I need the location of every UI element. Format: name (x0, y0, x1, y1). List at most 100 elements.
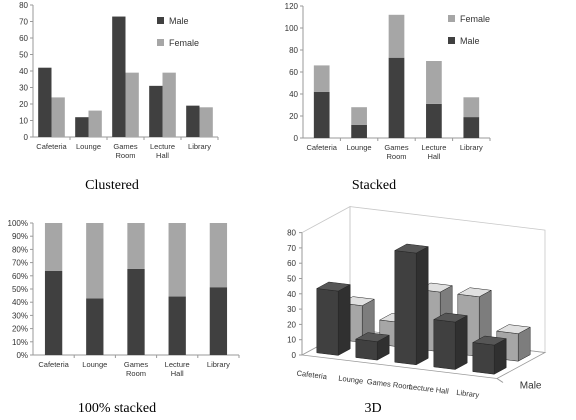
bar-male-library (186, 105, 200, 137)
x-tick-label-lecture-hall: Lecture Hall (408, 382, 449, 396)
legend-swatch-male (448, 37, 455, 44)
y-tick-label: 50% (12, 285, 28, 294)
bar-male-cafeteria-front (316, 288, 339, 356)
x-tick-label-library: Library (456, 388, 480, 400)
y-tick-label: 120 (285, 2, 299, 11)
legend-swatch-female (157, 39, 164, 46)
y-tick-label: 90% (12, 232, 28, 241)
bar-male-lecture-hall (168, 296, 186, 355)
y-tick-label: 20 (289, 112, 298, 121)
bar-female-library (463, 97, 480, 118)
percent-stacked-chart: 0% 10% 20% 30% 40% 50% 60% 70% 80% 90% 100% Cafeter… (8, 219, 240, 378)
bar-male-games-room (127, 268, 145, 355)
bar-male-lounge (86, 298, 104, 355)
x-tick-label-games-room-line-2: Room (115, 151, 135, 160)
bar-male-lounge (354, 332, 391, 361)
y-tick-label: 40 (287, 290, 296, 299)
bar-female-lecture-hall-top (456, 287, 493, 298)
x-tick-label-games-room-line-1: Games (124, 360, 148, 369)
bar-male-cafeteria-top (315, 281, 352, 292)
x-tick-label-lounge: Lounge (76, 142, 101, 151)
bar-female-games-room (127, 223, 145, 269)
y-tick-label: 70% (12, 259, 28, 268)
bar-male-lounge-top (354, 332, 391, 342)
bar-male-cafeteria (315, 281, 352, 356)
y-tick-label: 50 (19, 51, 28, 60)
bar-female-lounge (88, 110, 102, 137)
depth-axis-label: Male (520, 381, 542, 392)
x-tick-label-cafeteria: Cafeteria (306, 143, 337, 152)
y-tick-label: 20% (12, 325, 28, 334)
depth-tick-mark (496, 378, 504, 383)
caption-stacked: Stacked (352, 178, 396, 193)
y-tick-label: 60 (19, 34, 28, 43)
bar-female-cafeteria (44, 223, 63, 271)
bar-male-library (463, 117, 480, 138)
x-tick-label-games-room-line-2: Room (126, 369, 146, 378)
clustered-chart: 0 10 20 30 40 50 60 70 80 Cafeteria Lounge GamesRoo… (19, 1, 219, 160)
bar-male-cafeteria (44, 271, 63, 355)
bar-female-lecture-hall (426, 61, 442, 104)
x-tick-label-games-room-line-2: Room (386, 152, 406, 161)
x-tick-label-library: Library (188, 142, 211, 151)
bar-female-games-room (125, 72, 139, 137)
y-tick-label: 40 (19, 67, 28, 76)
y-tick-label: 20 (287, 320, 296, 329)
y-tick-label: 0 (294, 134, 299, 143)
x-tick-label-lecture-hall-line-2: Hall (171, 369, 184, 378)
legend-label-male: Male (169, 16, 189, 26)
bar-male-games-room-top (393, 243, 430, 254)
x-tick-label-library: Library (207, 360, 230, 369)
x-tick-label-lounge: Lounge (82, 360, 107, 369)
bar-male-library (471, 335, 508, 375)
bar-male-games-room (388, 57, 405, 139)
x-tick-label-lecture-hall-line-1: Lecture (150, 142, 175, 151)
y-tick-label: 80 (287, 229, 296, 238)
y-tick-label: 40% (12, 298, 28, 307)
x-tick-label-library: Library (460, 143, 483, 152)
y-tick-label: 0% (16, 351, 28, 360)
y-tick-label: 10 (19, 117, 28, 126)
y-tick-label: 30% (12, 311, 28, 320)
y-tick-label: 80% (12, 245, 28, 254)
y-tick-label: 70 (19, 18, 28, 27)
bar-female-games-room (388, 14, 405, 58)
y-tick-label: 0 (292, 351, 297, 360)
y-tick-label: 60 (289, 68, 298, 77)
caption-3d: 3D (364, 401, 381, 416)
legend-label-female: Female (169, 38, 199, 48)
y-tick-label: 80 (19, 1, 28, 10)
bar-male-games-room-side (415, 246, 429, 366)
bar-male-lounge (351, 124, 367, 138)
y-tick-label: 60 (287, 259, 296, 268)
bar-female-cafeteria (51, 97, 65, 137)
legend-swatch-male (157, 17, 164, 24)
y-tick-label: 80 (289, 46, 298, 55)
bar-male-library-top (471, 335, 508, 346)
bar-female-cafeteria (313, 65, 330, 92)
bar-male-lecture-hall-side (454, 315, 468, 370)
bar-male-lecture-hall (432, 312, 469, 370)
y-tick-label: 20 (19, 100, 28, 109)
y-tick-label: 70 (287, 244, 296, 253)
bar-male-lounge (75, 117, 89, 137)
y-tick-label: 10% (12, 338, 28, 347)
bar-female-lounge (351, 107, 367, 125)
x-tick-label-games-room-line-1: Games (113, 142, 137, 151)
bar-male-cafeteria-side (337, 284, 351, 356)
x-tick-label-lecture-hall-line-1: Lecture (165, 360, 190, 369)
bar-female-library-top (495, 324, 532, 334)
y-tick-label: 50 (287, 275, 296, 284)
bar-female-lecture-hall (168, 223, 186, 297)
bar-male-games-room (112, 16, 126, 137)
legend-label-female: Female (460, 14, 490, 24)
bar-male-games-room-front (394, 250, 417, 366)
x-tick-label-lounge: Lounge (347, 143, 372, 152)
bar-male-lecture-hall-front (433, 319, 456, 370)
3d-chart: 0 10 20 30 40 50 60 70 80 Cafeteria Lounge Games Ro… (287, 205, 547, 400)
y-tick-label: 30 (19, 84, 28, 93)
bar-male-lecture-hall (426, 103, 442, 138)
bar-male-library-front (472, 342, 495, 375)
legend-label-male: Male (460, 36, 480, 46)
